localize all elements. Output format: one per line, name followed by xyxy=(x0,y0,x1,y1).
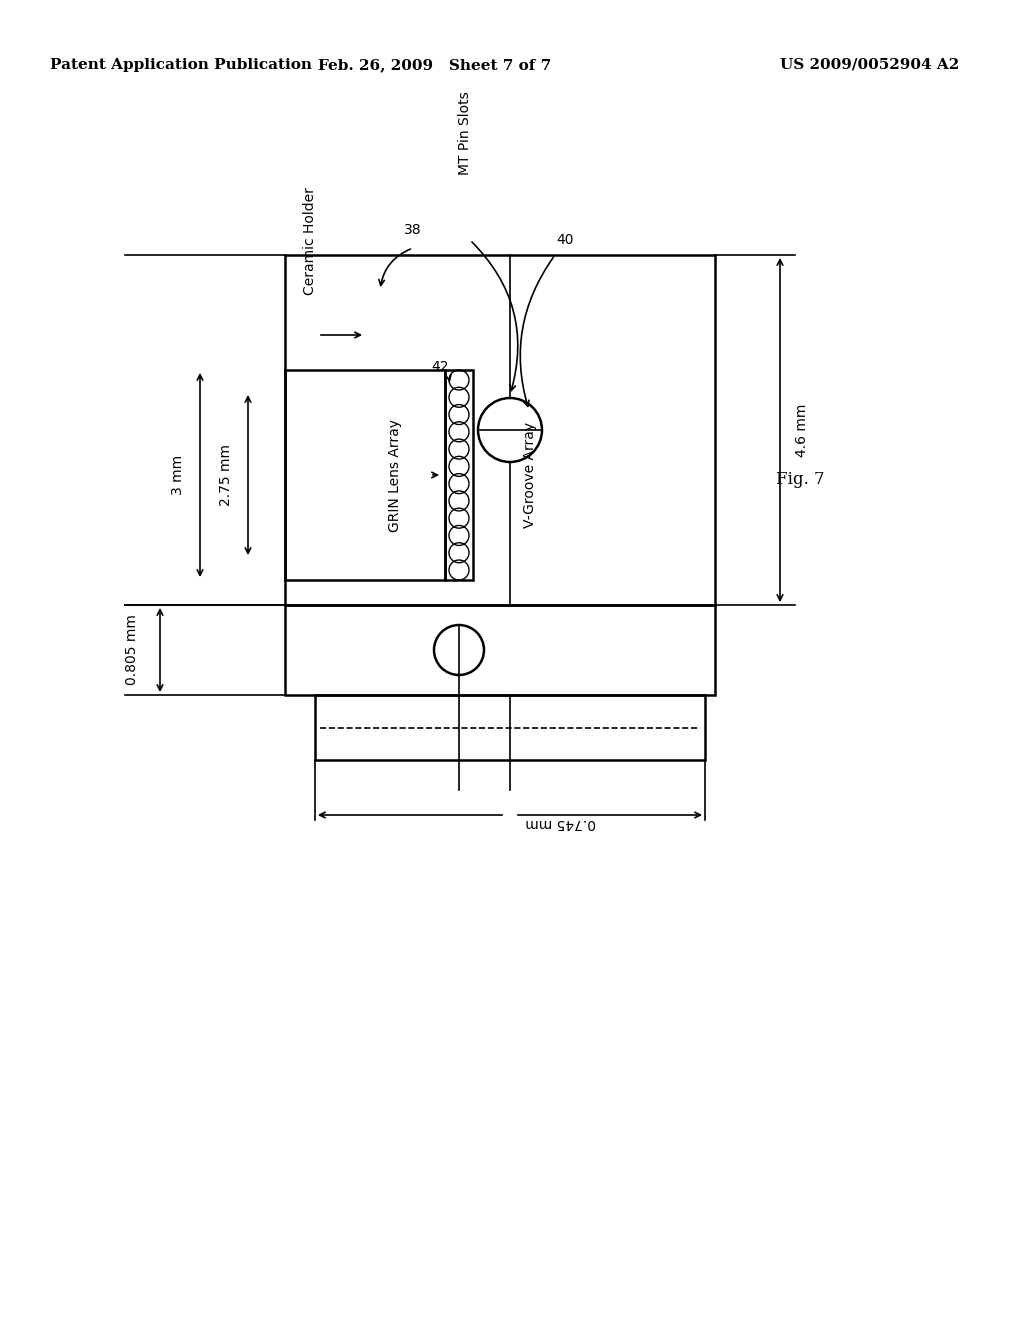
Text: US 2009/0052904 A2: US 2009/0052904 A2 xyxy=(780,58,959,73)
Text: Fig. 7: Fig. 7 xyxy=(776,471,824,488)
Bar xyxy=(285,255,715,605)
Text: 40: 40 xyxy=(556,234,573,247)
Bar xyxy=(315,696,705,760)
Text: V-Groove Array: V-Groove Array xyxy=(523,422,537,528)
Text: MT Pin Slots: MT Pin Slots xyxy=(458,91,472,176)
Text: 42: 42 xyxy=(431,360,449,374)
Bar xyxy=(285,605,715,696)
Text: 3 mm: 3 mm xyxy=(171,455,185,495)
Text: Feb. 26, 2009   Sheet 7 of 7: Feb. 26, 2009 Sheet 7 of 7 xyxy=(318,58,552,73)
Text: 0.805 mm: 0.805 mm xyxy=(125,615,139,685)
Bar xyxy=(445,370,473,579)
Bar xyxy=(285,370,445,579)
Text: 4.6 mm: 4.6 mm xyxy=(795,404,809,457)
Text: GRIN Lens Array: GRIN Lens Array xyxy=(388,418,402,532)
Text: Patent Application Publication: Patent Application Publication xyxy=(50,58,312,73)
Text: 0.745 mm: 0.745 mm xyxy=(525,816,596,830)
Text: Ceramic Holder: Ceramic Holder xyxy=(303,187,317,294)
Text: 2.75 mm: 2.75 mm xyxy=(219,444,233,506)
Text: 38: 38 xyxy=(404,223,422,238)
